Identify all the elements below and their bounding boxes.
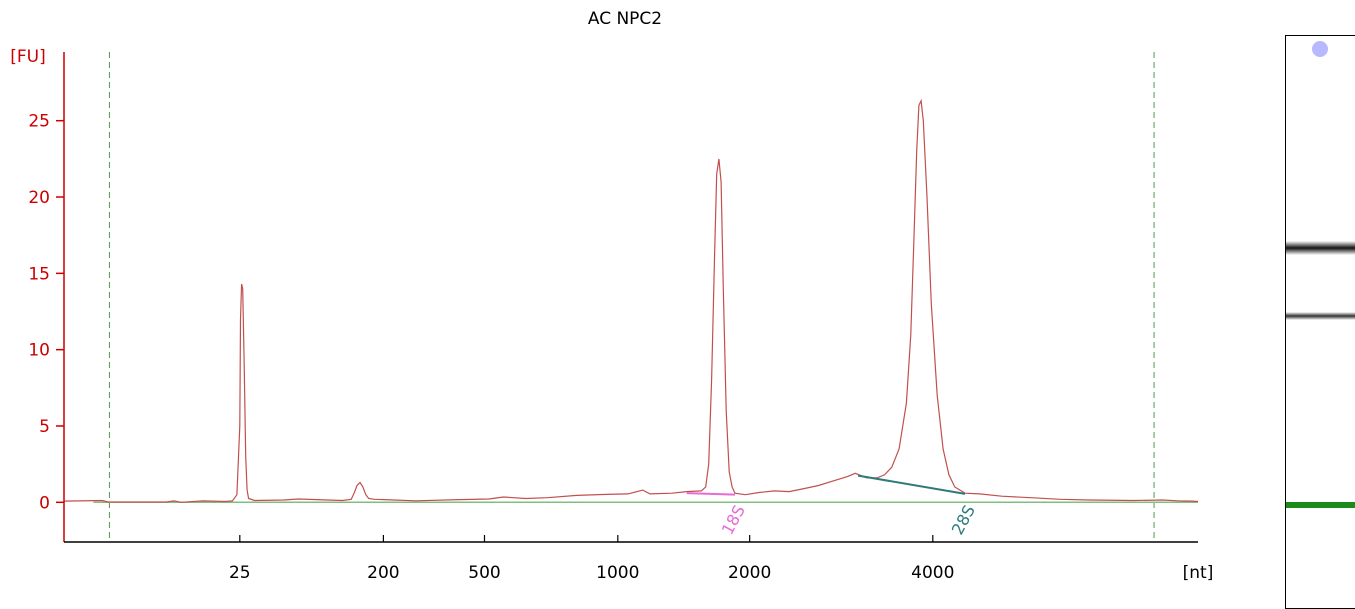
x-tick-label: 2000 (728, 563, 771, 583)
series-line-1 (63, 98, 1199, 503)
gel-lane (1285, 35, 1355, 609)
y-tick-label: 0 (39, 493, 50, 513)
marker-line-28s (857, 474, 966, 495)
y-tick-label: 10 (28, 341, 50, 361)
marker-line-18s (686, 492, 736, 496)
y-axis-ticks: 0 5 10 15 20 25 (28, 112, 64, 513)
vertical-guides (108, 52, 1155, 542)
x-tick-label: 500 (468, 563, 500, 583)
x-tick-label: 25 (229, 563, 251, 583)
electropherogram-chart: AC NPC2 [FU] [nt] 18S 28S 0 5 10 15 20 25 25 20… (10, 9, 1214, 583)
y-axis-unit-label: [FU] (10, 47, 46, 67)
y-tick-label: 5 (39, 417, 50, 437)
y-tick-label: 15 (28, 264, 50, 284)
marker-label-28s: 28S (948, 502, 979, 538)
x-tick-label: 200 (367, 563, 399, 583)
x-tick-label: 1000 (596, 563, 639, 583)
x-axis-ticks: 25 200 500 1000 2000 4000 (229, 535, 954, 583)
gel-band-3 (1286, 502, 1355, 508)
y-tick-label: 25 (28, 112, 50, 132)
peak-markers: 18S 28S (686, 474, 979, 538)
x-axis-unit-label: [nt] (1183, 563, 1214, 583)
gel-band-1 (1286, 241, 1355, 255)
marker-label-18s: 18S (718, 502, 749, 538)
trace-series (63, 98, 1199, 503)
y-tick-label: 20 (28, 188, 50, 208)
chart-title: AC NPC2 (588, 9, 662, 29)
x-tick-label: 4000 (911, 563, 954, 583)
gel-top-marker (1312, 41, 1328, 57)
gel-band-2 (1286, 312, 1355, 320)
